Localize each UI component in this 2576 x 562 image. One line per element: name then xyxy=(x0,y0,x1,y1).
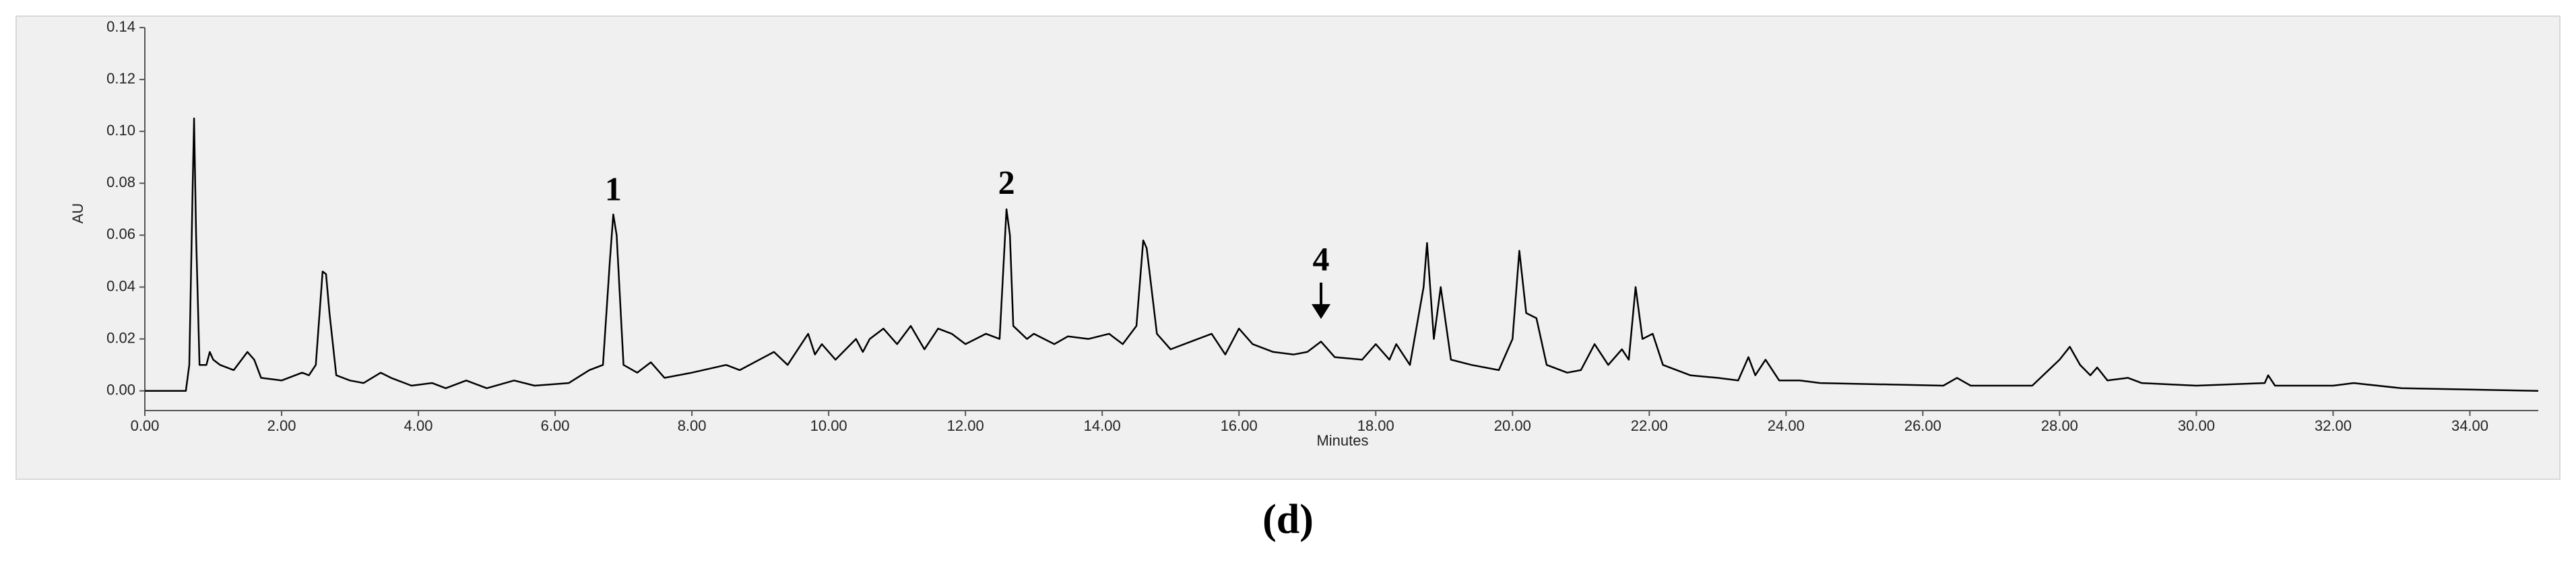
x-tick-label: 20.00 xyxy=(1494,417,1531,434)
chromatogram-trace xyxy=(145,117,2539,392)
y-tick-label: 0.00 xyxy=(106,382,135,398)
peak-label: 1 xyxy=(605,170,622,207)
y-tick-label: 0.06 xyxy=(106,225,135,242)
x-tick-label: 16.00 xyxy=(1221,417,1258,434)
x-tick-label: 6.00 xyxy=(541,417,570,434)
y-tick-label: 0.08 xyxy=(106,174,135,190)
x-tick-label: 8.00 xyxy=(678,417,707,434)
x-tick-label: 24.00 xyxy=(1768,417,1805,434)
x-tick-label: 14.00 xyxy=(1084,417,1121,434)
x-tick-label: 18.00 xyxy=(1357,417,1394,434)
y-tick-label: 0.02 xyxy=(106,329,135,346)
y-tick-label: 0.12 xyxy=(106,70,135,87)
peak-label: 2 xyxy=(998,164,1015,201)
peak-arrow-head xyxy=(1312,304,1331,319)
x-axis-title: Minutes xyxy=(1316,432,1368,449)
x-tick-label: 28.00 xyxy=(2041,417,2078,434)
y-axis-title: AU xyxy=(69,203,86,224)
y-tick-label: 0.14 xyxy=(106,18,135,35)
x-tick-label: 12.00 xyxy=(947,417,984,434)
x-tick-label: 4.00 xyxy=(404,417,433,434)
x-tick-label: 10.00 xyxy=(810,417,847,434)
y-tick-label: 0.04 xyxy=(106,277,135,294)
x-tick-label: 22.00 xyxy=(1631,417,1668,434)
caption: (d) xyxy=(1262,497,1314,542)
panel-background xyxy=(15,15,2561,480)
y-tick-label: 0.10 xyxy=(106,122,135,139)
x-tick-label: 30.00 xyxy=(2178,417,2215,434)
x-tick-label: 32.00 xyxy=(2315,417,2352,434)
x-tick-label: 2.00 xyxy=(267,417,296,434)
x-tick-label: 0.00 xyxy=(131,417,160,434)
x-tick-label: 26.00 xyxy=(1904,417,1941,434)
x-tick-label: 34.00 xyxy=(2451,417,2488,434)
peak-label: 4 xyxy=(1313,240,1330,277)
